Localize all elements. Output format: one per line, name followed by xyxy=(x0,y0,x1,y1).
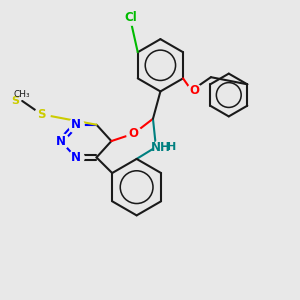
Text: S: S xyxy=(11,96,19,106)
Text: O: O xyxy=(129,127,139,140)
Text: H: H xyxy=(167,142,176,152)
Text: O: O xyxy=(189,84,199,97)
Text: N: N xyxy=(71,151,81,164)
Text: CH₃: CH₃ xyxy=(14,91,31,100)
Text: S: S xyxy=(37,108,46,121)
Text: N: N xyxy=(71,118,81,131)
Text: N: N xyxy=(56,135,66,148)
Text: Cl: Cl xyxy=(124,11,137,24)
Text: NH: NH xyxy=(152,140,171,154)
